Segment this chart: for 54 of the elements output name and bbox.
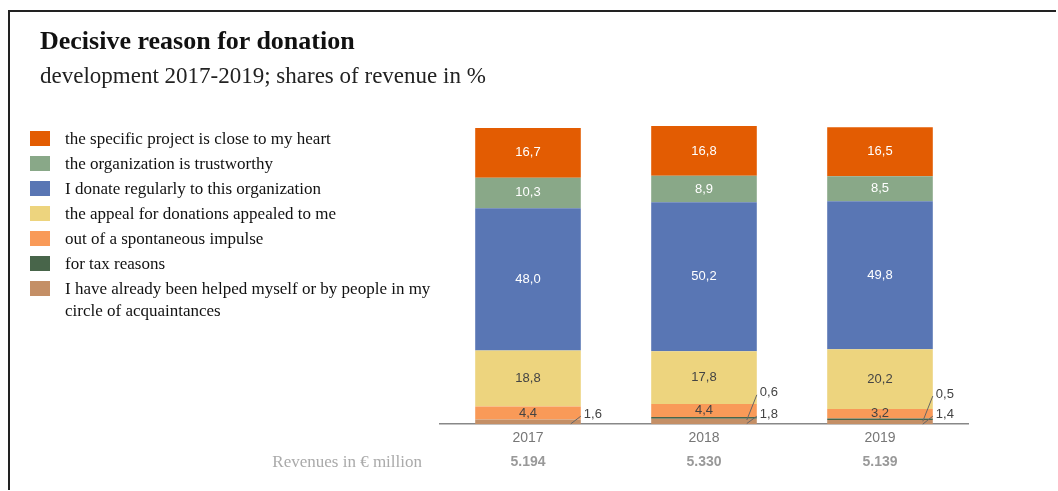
data-label: 16,7 xyxy=(515,144,541,160)
chart-subtitle: development 2017-2019; shares of revenue in % xyxy=(40,63,486,89)
text: 5.139 xyxy=(862,453,898,470)
data-label: 20,2 xyxy=(867,370,893,386)
data-label: 0,5 xyxy=(935,385,954,401)
x-tick-label: 2017 xyxy=(512,429,544,446)
data-label: 50,2 xyxy=(691,268,717,284)
data-label: 16,5 xyxy=(867,143,893,159)
legend-label: the organization is trustworthy xyxy=(65,153,273,175)
legend-label: for tax reasons xyxy=(65,253,166,275)
bar xyxy=(475,350,581,407)
bar xyxy=(651,202,757,352)
text: Decisive reason for donation xyxy=(40,26,355,56)
data-label: 1,8 xyxy=(759,405,778,421)
data-label: 18,8 xyxy=(515,370,541,386)
data-label: 3,2 xyxy=(870,405,890,421)
data-label: 16,8 xyxy=(691,142,717,158)
bar xyxy=(651,126,757,176)
bar xyxy=(827,409,933,419)
bar xyxy=(651,404,757,418)
bar xyxy=(475,128,581,178)
x-tick-label: 2018 xyxy=(688,429,720,446)
x-tick-label: 2019 xyxy=(864,429,896,446)
bar xyxy=(475,419,581,425)
data-label: 8,5 xyxy=(870,180,890,196)
bar xyxy=(827,420,933,425)
bar xyxy=(475,406,581,420)
bar xyxy=(827,127,933,177)
data-label: 48,0 xyxy=(515,270,541,286)
bar xyxy=(651,351,757,405)
legend-label: out of a spontaneous impulse xyxy=(65,228,264,250)
bar xyxy=(827,349,933,410)
text: 5.330 xyxy=(686,453,722,470)
text: Revenues in € million xyxy=(272,451,423,471)
legend-label: I donate regularly to this organization xyxy=(65,178,322,200)
data-label: 49,8 xyxy=(867,266,893,282)
data-label: 17,8 xyxy=(691,369,717,385)
bar xyxy=(827,201,933,350)
data-label: 10,3 xyxy=(515,184,541,200)
text: 5.194 xyxy=(510,453,546,470)
data-label: 1,4 xyxy=(935,405,954,421)
bar xyxy=(827,176,933,202)
data-label: 1,6 xyxy=(583,405,602,421)
data-label: 4,4 xyxy=(694,402,714,418)
legend-label: I have already been helped myself or by people in my circle of acquaintances xyxy=(65,278,432,322)
bar xyxy=(651,175,757,203)
data-label: 8,9 xyxy=(694,180,714,196)
bar xyxy=(651,418,757,425)
data-label: 4,4 xyxy=(518,404,538,420)
data-label: 0,6 xyxy=(759,384,778,400)
bar xyxy=(475,208,581,351)
legend-label: the specific project is close to my heart xyxy=(65,128,331,150)
legend-label: the appeal for donations appealed to me xyxy=(65,203,336,225)
bar xyxy=(475,177,581,209)
